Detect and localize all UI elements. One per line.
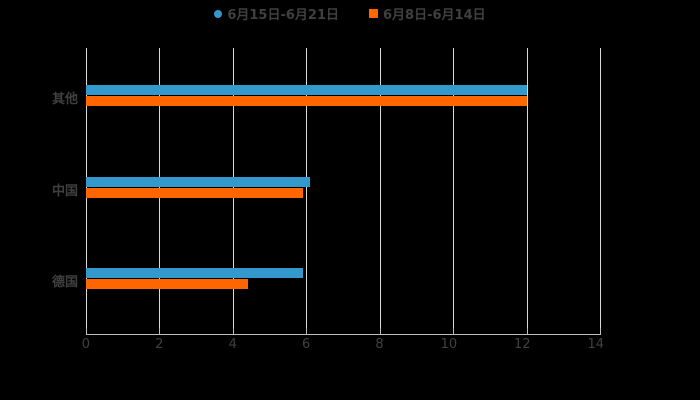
- bar-2: [86, 279, 248, 289]
- legend-item-series-1[interactable]: 6月15日-6月21日: [214, 4, 339, 23]
- gridline: [306, 48, 308, 328]
- x-axis-line: [86, 334, 601, 335]
- gridline: [600, 48, 601, 328]
- x-tick-label: 6: [302, 337, 311, 352]
- x-tick-label: 10: [440, 337, 458, 352]
- x-tick-label: 12: [514, 337, 531, 352]
- x-tick-label: 0: [81, 337, 90, 352]
- bar-1: [86, 85, 527, 95]
- gridline: [379, 48, 381, 328]
- axis-tick: [232, 328, 234, 335]
- axis-tick: [306, 328, 308, 335]
- gridline: [526, 48, 528, 328]
- axis-tick: [86, 328, 87, 335]
- x-tick-label: 4: [228, 337, 237, 352]
- x-tick-label: 8: [375, 337, 384, 352]
- bar-2: [86, 188, 303, 198]
- legend-item-series-2[interactable]: 6月8日-6月14日: [369, 4, 486, 23]
- bar-2: [86, 96, 527, 106]
- axis-tick: [526, 328, 528, 335]
- y-category-label: 其他: [51, 92, 78, 107]
- y-category-label: 德国: [51, 275, 78, 290]
- legend-marker-orange-icon: [369, 9, 379, 18]
- axis-tick: [453, 328, 455, 335]
- x-tick-label: 14: [587, 337, 604, 352]
- axis-tick: [159, 328, 161, 335]
- axis-tick: [379, 328, 381, 335]
- legend-marker-blue-icon: [214, 9, 223, 18]
- bar-1: [86, 268, 303, 278]
- axis-tick: [600, 328, 601, 335]
- gridline: [453, 48, 455, 328]
- bar-1: [86, 177, 310, 187]
- x-tick-label: 2: [155, 337, 164, 352]
- y-category-label: 中国: [51, 184, 78, 199]
- legend-label: 6月15日-6月21日: [227, 8, 340, 23]
- legend-label: 6月8日-6月14日: [383, 8, 486, 23]
- legend: 6月15日-6月21日 6月8日-6月14日: [0, 4, 700, 23]
